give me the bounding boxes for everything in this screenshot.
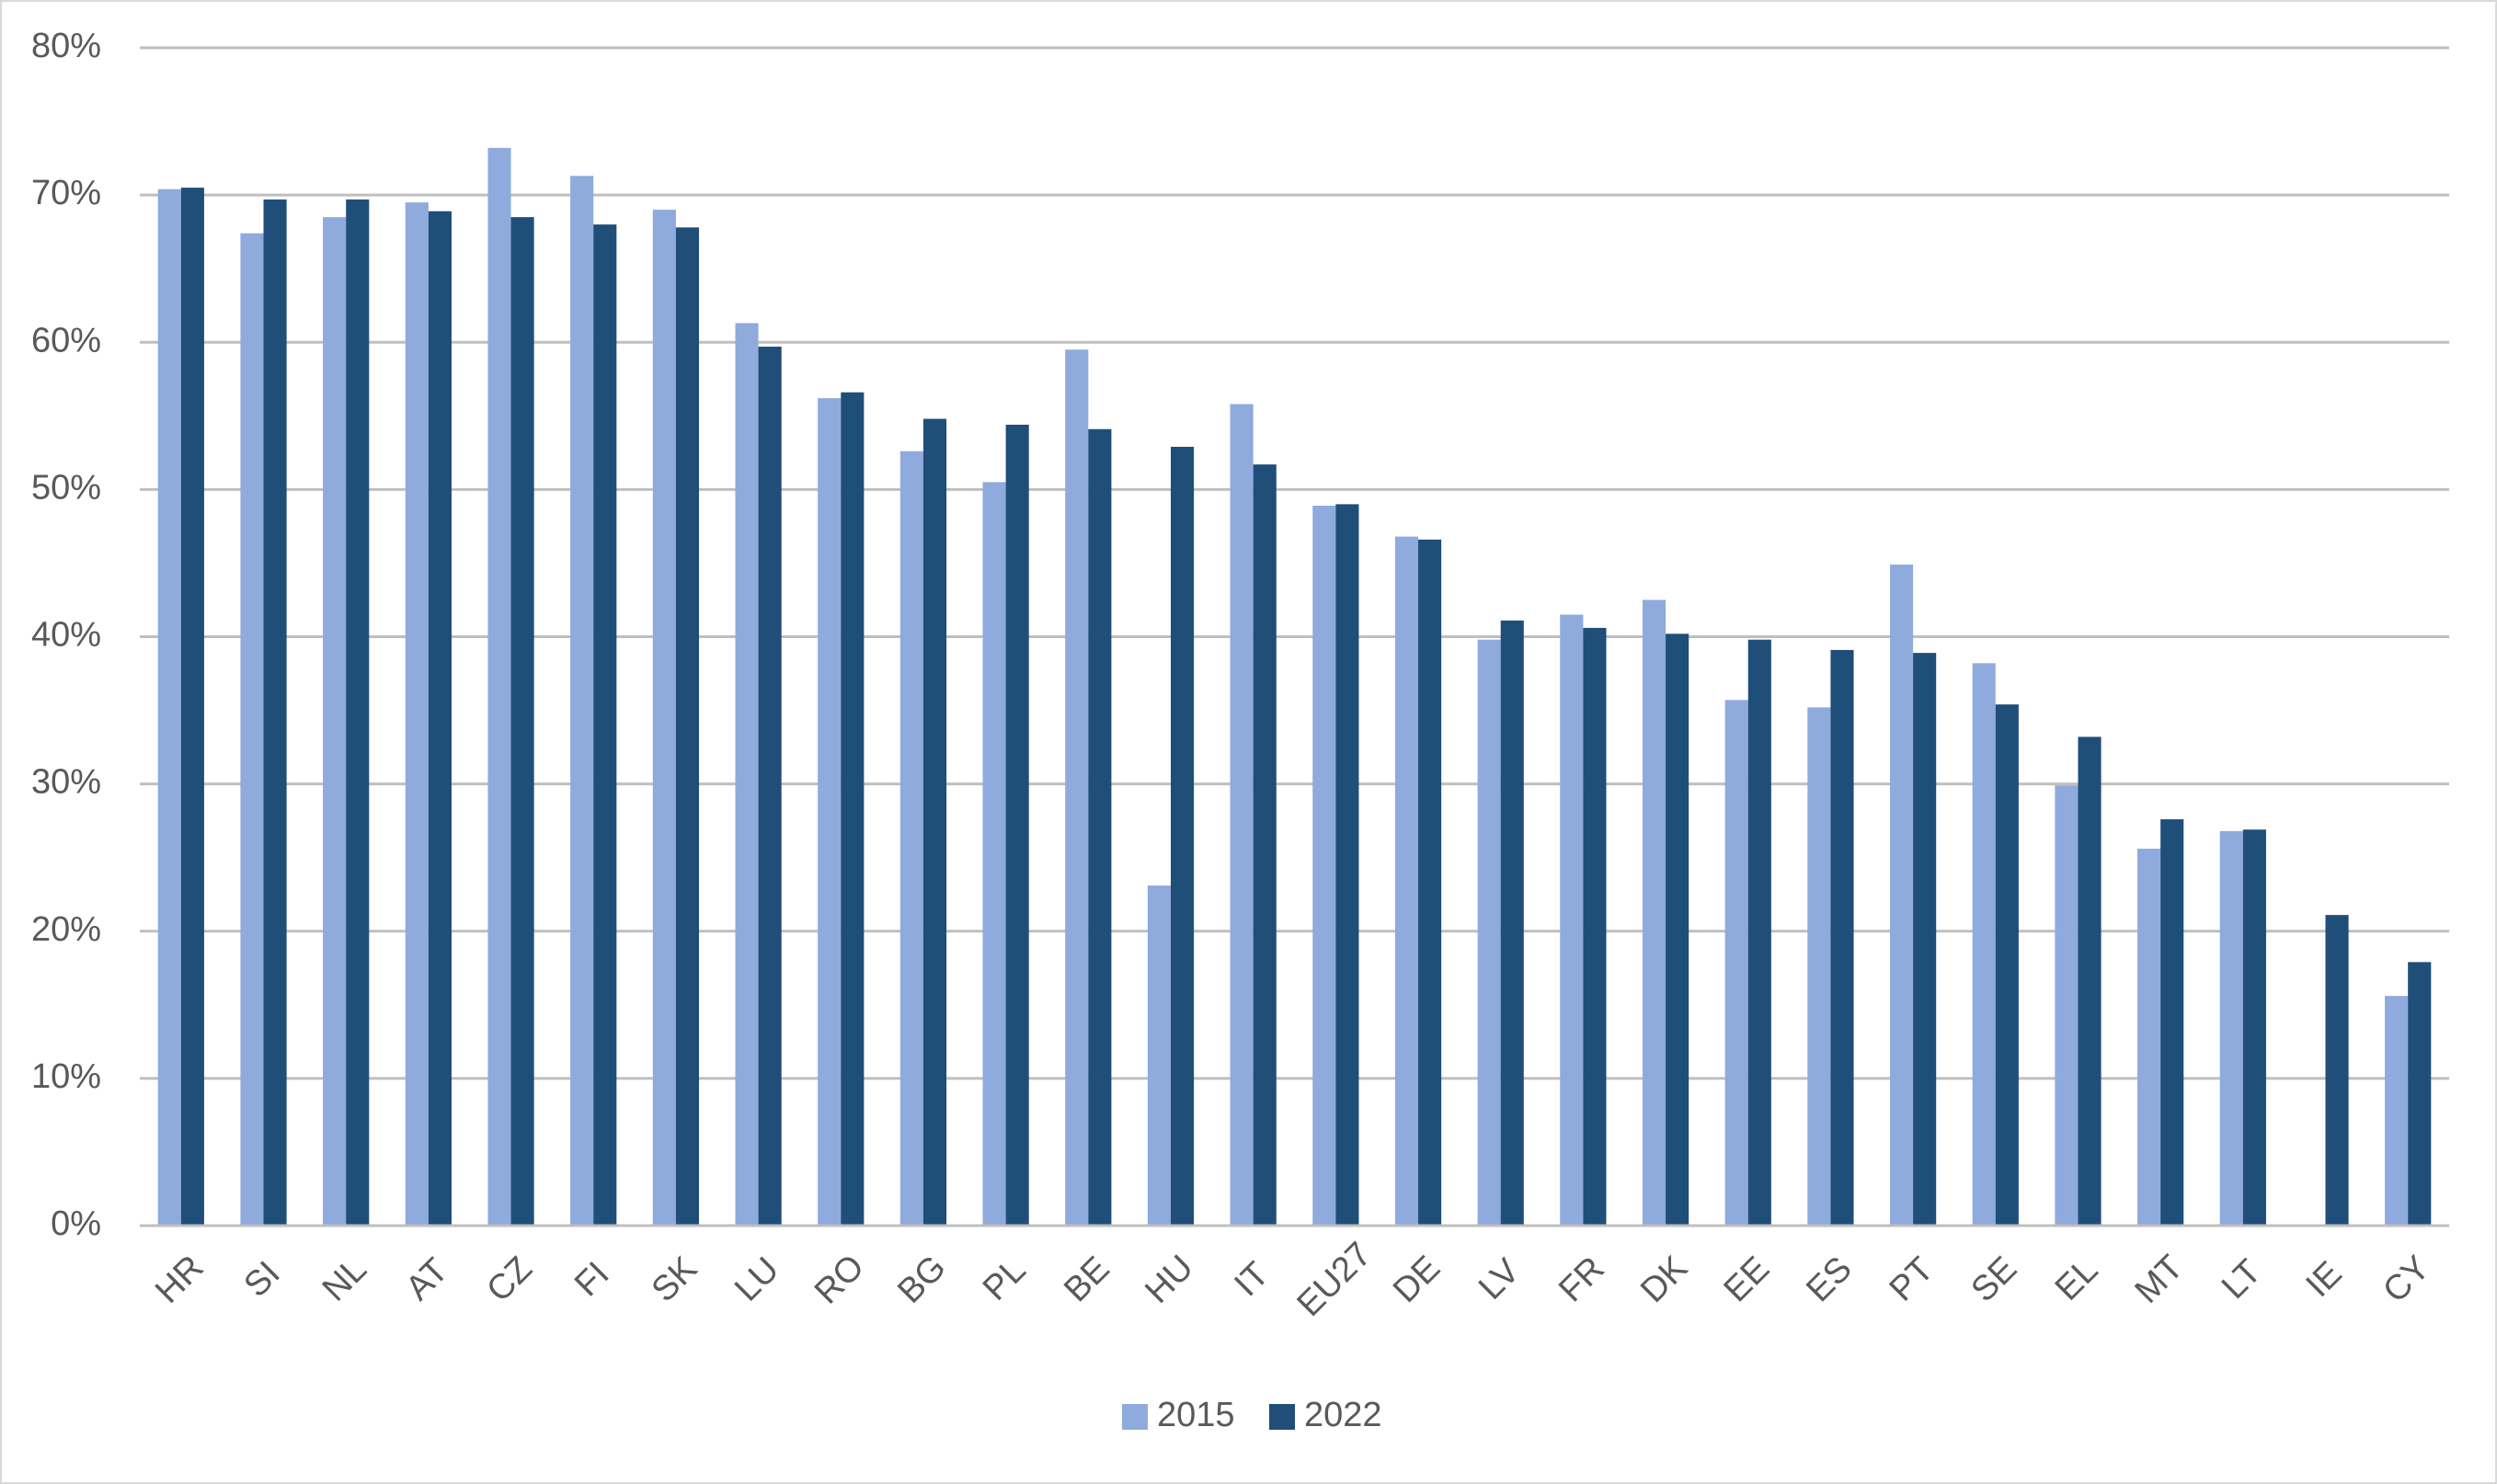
y-tick-label: 10% <box>31 1057 101 1096</box>
legend-swatch <box>1122 1404 1148 1430</box>
bar <box>2219 830 2243 1226</box>
y-tick-label: 20% <box>31 910 101 949</box>
bar <box>1088 428 1112 1226</box>
bar <box>240 233 264 1226</box>
bar <box>982 482 1006 1226</box>
bar <box>157 188 181 1227</box>
bar <box>1724 700 1748 1226</box>
bar <box>675 227 700 1226</box>
bar <box>428 211 452 1226</box>
bar <box>2242 829 2266 1226</box>
bar <box>346 199 370 1227</box>
bar <box>1889 565 1914 1226</box>
bar <box>180 188 204 1226</box>
bar <box>818 398 842 1226</box>
legend-label: 2022 <box>1304 1396 1382 1434</box>
bar <box>1583 627 1607 1226</box>
bar <box>2078 736 2102 1226</box>
legend-swatch <box>1269 1404 1295 1430</box>
bar <box>758 347 782 1227</box>
bar <box>2160 819 2184 1226</box>
bar <box>1230 404 1254 1226</box>
bar <box>1147 885 1171 1226</box>
bar <box>1335 504 1359 1226</box>
y-tick-label: 0% <box>51 1204 101 1243</box>
bar <box>1642 599 1667 1226</box>
bar <box>1666 634 1689 1226</box>
bar <box>1500 620 1524 1226</box>
bar <box>2385 996 2409 1226</box>
y-tick-label: 40% <box>31 616 101 655</box>
y-tick-label: 70% <box>31 174 101 212</box>
bar <box>1005 424 1029 1226</box>
y-tick-label: 30% <box>31 763 101 802</box>
bar <box>1747 639 1771 1226</box>
bar <box>510 217 534 1226</box>
bar <box>1312 505 1336 1226</box>
y-tick-label: 60% <box>31 321 101 360</box>
bar <box>487 147 511 1226</box>
bar <box>1807 707 1831 1226</box>
bar <box>899 451 923 1226</box>
bar <box>1477 639 1501 1226</box>
bar <box>1065 349 1089 1227</box>
bar <box>1253 464 1277 1226</box>
bar <box>1830 649 1854 1226</box>
bar <box>1972 663 1996 1226</box>
bar <box>2137 849 2161 1226</box>
bar <box>652 210 676 1227</box>
bar <box>405 202 429 1227</box>
bar <box>2325 915 2349 1226</box>
bar <box>2408 962 2432 1226</box>
bar <box>1170 446 1195 1227</box>
bar <box>2055 785 2079 1226</box>
bar <box>1394 536 1419 1226</box>
bar <box>1995 704 2019 1226</box>
bar <box>1418 539 1442 1226</box>
bar <box>1560 614 1584 1226</box>
bar <box>1913 653 1937 1226</box>
bar <box>735 323 759 1227</box>
y-tick-label: 80% <box>31 27 101 65</box>
bar <box>570 176 594 1227</box>
legend-label: 2015 <box>1157 1396 1235 1434</box>
bar <box>922 418 947 1226</box>
bar <box>841 392 865 1226</box>
bar <box>263 199 287 1227</box>
bar <box>323 217 347 1226</box>
bar <box>593 224 617 1226</box>
y-tick-label: 50% <box>31 468 101 507</box>
